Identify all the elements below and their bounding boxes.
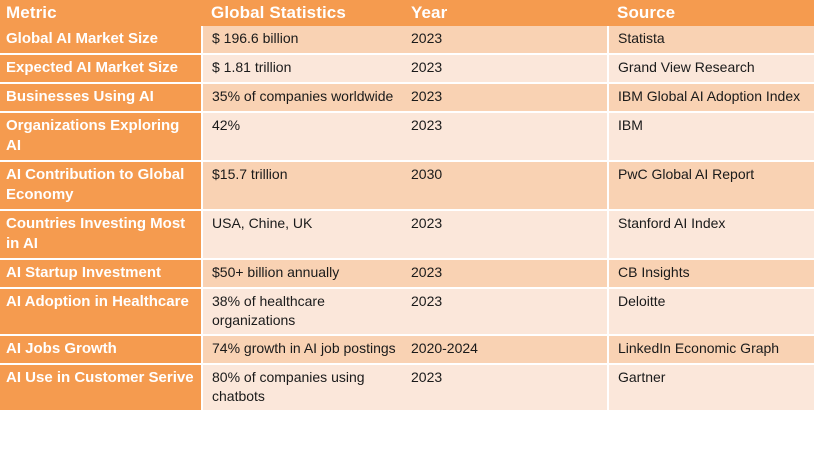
- table-row: AI Jobs Growth 74% growth in AI job posti…: [0, 335, 814, 365]
- cell-metric: Global AI Market Size: [0, 26, 202, 55]
- cell-metric: AI Jobs Growth: [0, 335, 202, 365]
- cell-source: Deloitte: [607, 288, 814, 336]
- cell-global-statistics: $50+ billion annually: [201, 259, 402, 289]
- cell-source: IBM Global AI Adoption Index: [607, 83, 814, 113]
- table-header: Metric Global Statistics Year Source: [0, 0, 814, 26]
- cell-year: 2023: [402, 112, 608, 162]
- cell-source: PwC Global AI Report: [607, 161, 814, 211]
- cell-global-statistics: 80% of companies using chatbots: [201, 364, 402, 410]
- cell-metric: Organizations Exploring AI: [0, 112, 202, 162]
- cell-year: 2023: [402, 83, 608, 113]
- column-header-source: Source: [608, 0, 814, 26]
- cell-metric: Countries Investing Most in AI: [0, 210, 202, 260]
- cell-metric: Expected AI Market Size: [0, 54, 202, 84]
- table-row: Businesses Using AI 35% of companies worl…: [0, 83, 814, 113]
- cell-source: CB Insights: [607, 259, 814, 289]
- table-row: AI Adoption in Healthcare 38% of healthca…: [0, 288, 814, 336]
- table-row: AI Startup Investment $50+ billion annual…: [0, 259, 814, 289]
- cell-source: LinkedIn Economic Graph: [607, 335, 814, 365]
- table-row: Countries Investing Most in AI USA, Chine…: [0, 210, 814, 260]
- column-header-metric: Metric: [0, 0, 202, 26]
- cell-global-statistics: $ 196.6 billion: [201, 26, 402, 55]
- cell-source: Grand View Research: [607, 54, 814, 84]
- cell-year: 2023: [402, 364, 608, 410]
- cell-global-statistics: $ 1.81 trillion: [201, 54, 402, 84]
- cell-metric: Businesses Using AI: [0, 83, 202, 113]
- table-row: AI Use in Customer Serive 80% of companie…: [0, 364, 814, 410]
- cell-metric: AI Use in Customer Serive: [0, 364, 202, 410]
- cell-year: 2023: [402, 288, 608, 336]
- cell-source: Stanford AI Index: [607, 210, 814, 260]
- cell-year: 2023: [402, 26, 608, 55]
- table-row: Expected AI Market Size $ 1.81 trillion 20…: [0, 54, 814, 84]
- cell-year: 2030: [402, 161, 608, 211]
- cell-global-statistics: 74% growth in AI job postings: [201, 335, 402, 365]
- cell-global-statistics: 38% of healthcare organizations: [201, 288, 402, 336]
- ai-statistics-table: Metric Global Statistics Year Source Glo…: [0, 0, 814, 410]
- cell-year: 2023: [402, 54, 608, 84]
- table-body: Global AI Market Size $ 196.6 billion 2023…: [0, 26, 814, 410]
- cell-year: 2020-2024: [402, 335, 608, 365]
- cell-global-statistics: $15.7 trillion: [201, 161, 402, 211]
- column-header-global-statistics: Global Statistics: [202, 0, 402, 26]
- table-row: AI Contribution to Global Economy $15.7 t…: [0, 161, 814, 211]
- cell-year: 2023: [402, 210, 608, 260]
- table-row: Organizations Exploring AI 42% 2023 IBM: [0, 112, 814, 162]
- cell-global-statistics: 42%: [201, 112, 402, 162]
- column-header-year: Year: [402, 0, 608, 26]
- cell-source: IBM: [607, 112, 814, 162]
- cell-metric: AI Adoption in Healthcare: [0, 288, 202, 336]
- cell-year: 2023: [402, 259, 608, 289]
- cell-metric: AI Contribution to Global Economy: [0, 161, 202, 211]
- cell-global-statistics: USA, Chine, UK: [201, 210, 402, 260]
- cell-global-statistics: 35% of companies worldwide: [201, 83, 402, 113]
- cell-source: Gartner: [607, 364, 814, 410]
- table-header-row: Metric Global Statistics Year Source: [0, 0, 814, 26]
- cell-metric: AI Startup Investment: [0, 259, 202, 289]
- table-row: Global AI Market Size $ 196.6 billion 2023…: [0, 26, 814, 55]
- cell-source: Statista: [607, 26, 814, 55]
